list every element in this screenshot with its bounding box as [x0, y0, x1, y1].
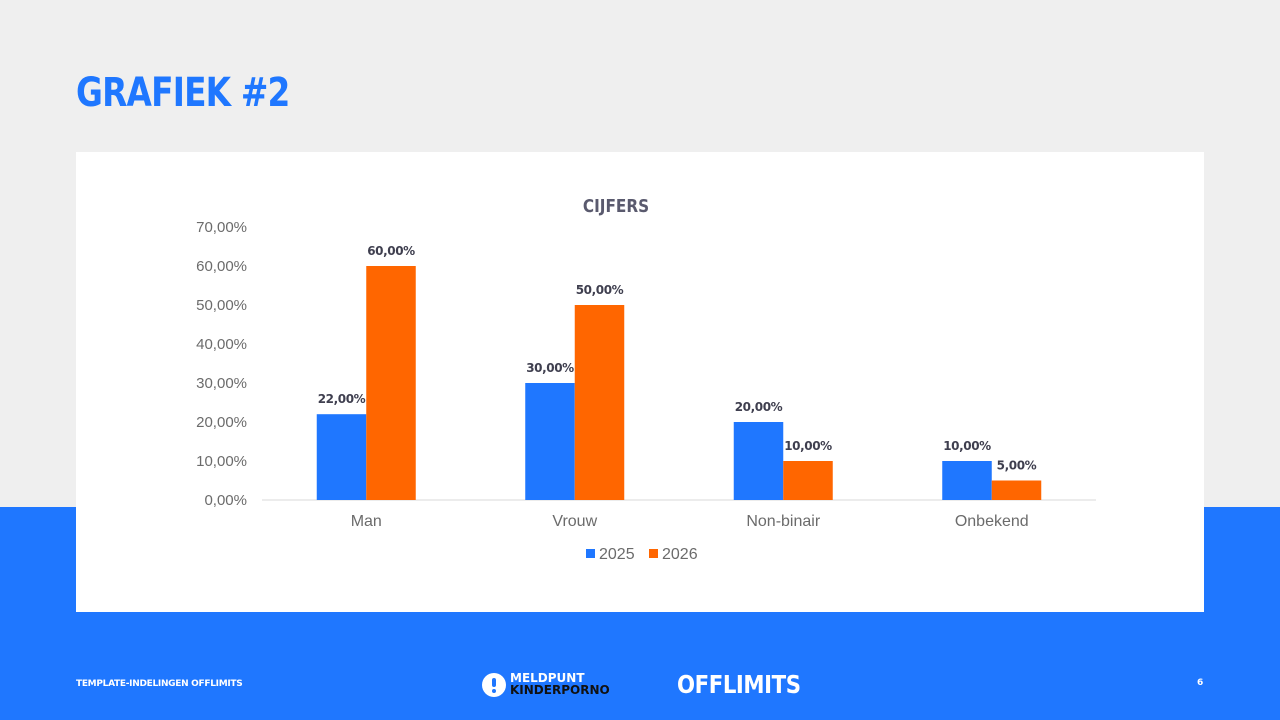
data-label: 50,00%	[576, 283, 624, 297]
y-tick-label: 40,00%	[196, 336, 247, 353]
offlimits-logo: OFFLIMITS	[677, 670, 801, 699]
page-title: GRAFIEK #2	[76, 70, 290, 116]
data-label: 5,00%	[997, 459, 1037, 473]
page-number: 6	[1197, 678, 1204, 688]
bar-2026-non-binair	[783, 461, 833, 500]
bar-2026-man	[366, 266, 416, 500]
chart-card: CIJFERS 0,00% 10,00% 20,00% 30,00% 40,00% 50,0…	[76, 152, 1204, 612]
y-tick-label: 30,00%	[196, 375, 247, 392]
bar-2026-vrouw	[574, 305, 625, 500]
bar-chart: CIJFERS 0,00% 10,00% 20,00% 30,00% 40,00% 50,0…	[196, 195, 1096, 563]
legend-label-2025: 2025	[599, 546, 635, 563]
bar-2025-vrouw	[525, 383, 575, 500]
bar-2025-onbekend	[942, 461, 992, 500]
y-tick-label: 60,00%	[196, 258, 247, 275]
meldpunt-logo-line1: MELDPUNT	[510, 671, 585, 685]
data-label: 10,00%	[943, 439, 991, 453]
data-label: 10,00%	[784, 439, 832, 453]
legend-swatch-2025	[586, 549, 595, 558]
y-tick-label: 0,00%	[204, 492, 247, 509]
x-tick-label: Onbekend	[955, 513, 1029, 530]
bar-2026-onbekend	[991, 480, 1042, 500]
chart-title: CIJFERS	[583, 195, 649, 217]
legend-label-2026: 2026	[662, 546, 698, 563]
footer-text: TEMPLATE-INDELINGEN OFFLIMITS	[76, 679, 243, 689]
legend-swatch-2026	[649, 549, 658, 558]
bar-2025-non-binair	[733, 422, 784, 500]
data-label: 20,00%	[735, 400, 783, 414]
y-tick-label: 20,00%	[196, 414, 247, 431]
x-tick-label: Vrouw	[552, 513, 597, 530]
meldpunt-logo-line2: KINDERPORNO	[510, 683, 610, 697]
data-label: 22,00%	[318, 392, 366, 406]
y-tick-label: 50,00%	[196, 297, 247, 314]
bar-2025-man	[316, 414, 367, 500]
x-tick-label: Man	[351, 513, 382, 530]
exclamation-icon	[482, 673, 506, 697]
meldpunt-logo: MELDPUNT KINDERPORNO	[482, 672, 612, 698]
data-label: 60,00%	[367, 244, 415, 258]
y-tick-label: 10,00%	[196, 453, 247, 470]
x-tick-label: Non-binair	[746, 513, 820, 530]
y-tick-label: 70,00%	[196, 219, 247, 236]
data-label: 30,00%	[526, 361, 574, 375]
